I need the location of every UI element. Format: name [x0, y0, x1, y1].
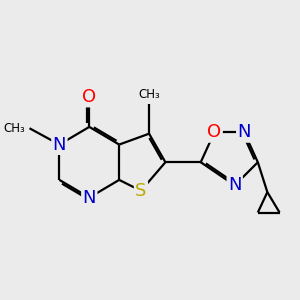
Text: CH₃: CH₃ [4, 122, 26, 135]
Text: O: O [82, 88, 96, 106]
Text: S: S [135, 182, 147, 200]
Text: N: N [52, 136, 66, 154]
Text: N: N [228, 176, 242, 194]
Text: CH₃: CH₃ [138, 88, 160, 101]
Text: O: O [207, 123, 221, 141]
Text: N: N [238, 123, 251, 141]
Text: N: N [82, 189, 96, 207]
